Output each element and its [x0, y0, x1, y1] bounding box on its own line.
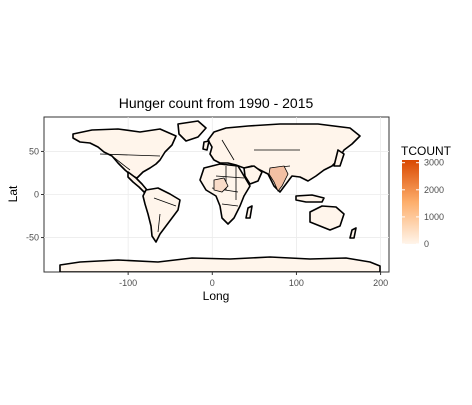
country-borders	[99, 139, 300, 233]
x-tick-label: 0	[210, 278, 215, 288]
legend-tick-label: 3000	[424, 158, 444, 168]
region-nigeria	[213, 177, 229, 193]
japan	[333, 149, 345, 167]
region-india	[268, 165, 289, 192]
highlighted-regions	[213, 165, 289, 193]
legend-title: TCOUNT	[401, 144, 452, 158]
y-tick-label: 50	[29, 146, 39, 156]
legend-tick-label: 0	[424, 239, 429, 249]
uk	[202, 140, 210, 151]
x-axis: -100 0 100 200	[119, 272, 388, 288]
legend-tick-label: 2000	[424, 185, 444, 195]
legend-ticks: 0 1000 2000 3000	[402, 158, 444, 249]
new-zealand	[349, 227, 357, 239]
y-axis-label: Lat	[6, 185, 20, 202]
arabia	[243, 165, 263, 185]
madagascar	[245, 205, 253, 219]
x-axis-label: Long	[203, 289, 230, 303]
eurasia	[207, 123, 361, 193]
chart-title: Hunger count from 1990 - 2015	[119, 95, 314, 111]
legend-tick-label: 1000	[424, 212, 444, 222]
central-america	[127, 171, 148, 193]
world-map	[59, 120, 381, 272]
y-tick-label: 0	[34, 190, 39, 200]
australia	[309, 205, 345, 231]
x-tick-label: 200	[373, 278, 388, 288]
y-tick-label: -50	[26, 233, 39, 243]
north-america	[72, 128, 177, 179]
legend-colorbar	[402, 160, 419, 244]
antarctica	[59, 256, 381, 272]
x-tick-label: -100	[119, 278, 137, 288]
x-tick-label: 100	[289, 278, 304, 288]
indonesia	[295, 194, 325, 203]
africa	[199, 163, 251, 225]
south-america	[142, 187, 181, 243]
y-axis: -50 0 50	[26, 146, 44, 243]
greenland	[177, 120, 207, 142]
